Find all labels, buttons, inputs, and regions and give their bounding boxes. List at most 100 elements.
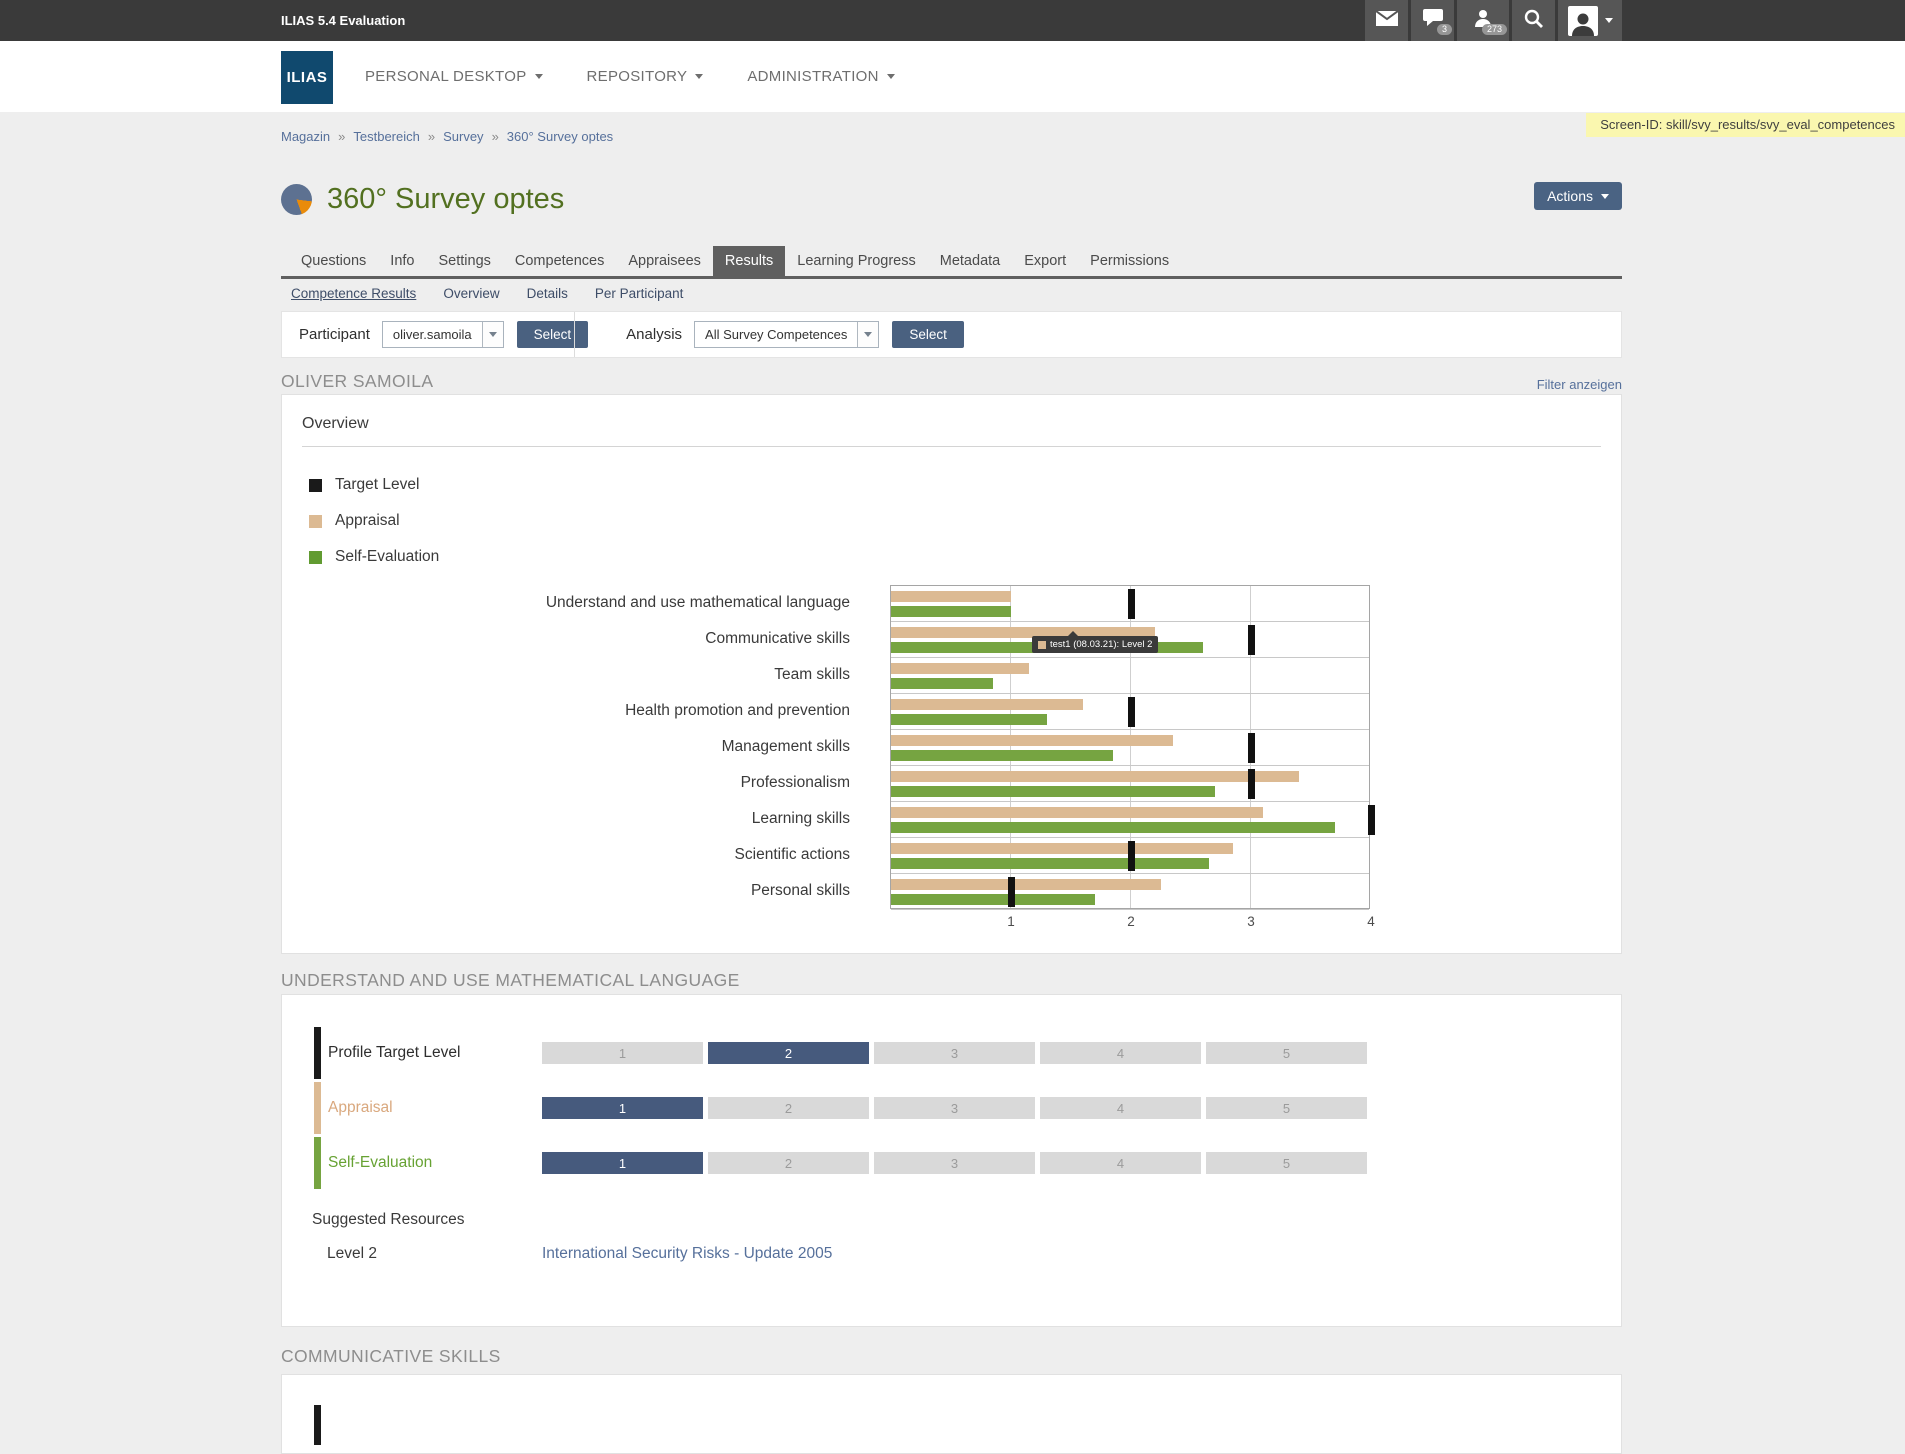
appraisal-bar [891,879,1161,890]
appraisal-bar [891,807,1263,818]
tab-questions[interactable]: Questions [301,253,367,269]
tab-results[interactable]: Results [712,246,786,276]
analysis-label: Analysis [626,326,683,343]
tab-bar: Questions Info Settings Competences Appraise… [281,246,1622,279]
chart-category-label: Understand and use mathematical language [545,594,850,611]
chat-icon [1422,9,1443,32]
level-cell-4: 4 [1040,1042,1201,1064]
tab-permissions[interactable]: Permissions [1090,253,1170,269]
search-button[interactable] [1512,0,1555,41]
mail-button[interactable] [1365,0,1408,41]
actions-button[interactable]: Actions [1534,182,1622,210]
next-section-panel [281,1374,1622,1454]
breadcrumb-link-survey[interactable]: Survey [443,129,484,144]
target-level-marker [1127,697,1135,727]
content: Magazin » Testbereich » Survey » 360° Survey o… [281,112,1622,1454]
toolbar-divider [574,312,575,357]
target-level-marker [1127,841,1135,871]
subtab-details[interactable]: Details [526,286,568,301]
tab-info[interactable]: Info [390,253,415,269]
subtab-per-participant[interactable]: Per Participant [594,286,684,301]
subtab-overview[interactable]: Overview [443,286,500,301]
top-bar: ILIAS 5.4 Evaluation 3 273 [0,0,1905,41]
tab-export[interactable]: Export [1024,253,1067,269]
nav-item-label: ADMINISTRATION [747,68,879,85]
chart-gridline [1010,586,1011,908]
level-cell-4: 4 [1040,1152,1201,1174]
user-section-head: OLIVER SAMOILA Filter anzeigen [281,371,1622,392]
nav-item-personal-desktop[interactable]: PERSONAL DESKTOP [365,68,543,85]
self-evaluation-bar [891,714,1047,725]
participant-select-value: oliver.samoila [392,327,472,342]
level-cell-5: 5 [1206,1097,1367,1119]
subtab-competence-results[interactable]: Competence Results [291,286,417,301]
nav-item-administration[interactable]: ADMINISTRATION [747,68,895,85]
participant-label: Participant [299,326,370,343]
chevron-down-icon [695,74,704,79]
chevron-down-icon [481,322,503,347]
self-evaluation-bar [891,858,1209,869]
profile-target-level-colorbar [314,1027,321,1079]
target-level-marker [1007,877,1015,907]
online-users-badge: 273 [1481,24,1507,35]
tab-appraisees[interactable]: Appraisees [628,253,701,269]
target-level-marker [1247,769,1255,799]
level-cell-1: 1 [542,1097,703,1119]
competence-detail-panel: Profile Target Level 1 2 3 4 5 Appraisal 1 2 3 4 5 S… [281,994,1622,1327]
nav-item-label: REPOSITORY [586,68,688,85]
self-evaluation-bar [891,606,1011,617]
analysis-select[interactable]: All Survey Competences [694,321,880,348]
profile-menu-button[interactable] [1558,0,1622,41]
level-cell-2: 2 [708,1042,869,1064]
scale-row-label: Profile Target Level [328,1044,461,1061]
analysis-select-value: All Survey Competences [705,327,848,342]
chart-category-label: Scientific actions [734,846,850,863]
appraisal-bar [891,663,1029,674]
breadcrumb-link-magazin[interactable]: Magazin [281,129,331,144]
filter-anzeigen-link[interactable]: Filter anzeigen [1536,377,1622,392]
analysis-select-button[interactable]: Select [892,321,964,348]
participant-select-button[interactable]: Select [516,321,589,348]
chart-category-label: Learning skills [751,810,850,827]
self-evaluation-bar [891,678,993,689]
chat-badge: 3 [1436,24,1452,35]
tab-settings[interactable]: Settings [438,253,491,269]
tooltip-text: test1 (08.03.21): Level 2 [1050,639,1153,650]
chart-category-label: Health promotion and prevention [625,702,850,719]
suggested-resource-link[interactable]: International Security Risks - Update 20… [542,1245,833,1262]
target-level-marker [1247,733,1255,763]
appraisal-colorbar [314,1082,321,1134]
suggested-resources-title: Suggested Resources [312,1211,465,1228]
level-cell-5: 5 [1206,1042,1367,1064]
title-row: 360° Survey optes Actions [281,180,1622,218]
participant-select[interactable]: oliver.samoila [381,321,504,348]
chart-row [891,874,1369,910]
tab-competences[interactable]: Competences [514,253,605,269]
filter-toolbar: Participant oliver.samoila Select Analys… [281,311,1622,358]
nav-item-repository[interactable]: REPOSITORY [587,68,704,85]
level-cell-5: 5 [1206,1152,1367,1174]
chat-button[interactable]: 3 [1411,0,1454,41]
mail-icon [1374,9,1399,31]
screen-id-badge: Screen-ID: skill/svy_results/svy_eval_co… [1586,113,1905,137]
avatar [1567,5,1598,36]
breadcrumb-link-360-survey-optes[interactable]: 360° Survey optes [506,129,614,144]
tab-metadata[interactable]: Metadata [939,253,1001,269]
breadcrumb-link-testbereich[interactable]: Testbereich [353,129,420,144]
profile-target-level-colorbar [314,1405,321,1445]
ilias-logo[interactable]: ILIAS [281,51,333,104]
chart-row [891,730,1369,766]
tab-learning-progress[interactable]: Learning Progress [797,253,916,269]
chart-category-label: Professionalism [740,774,850,791]
scale-rows: Profile Target Level 1 2 3 4 5 Appraisal 1 2 3 4 5 S… [282,1027,1621,1189]
chart-row [891,694,1369,730]
online-users-button[interactable]: 273 [1457,0,1509,41]
chart-gridline [1130,586,1131,908]
chevron-down-icon [1604,18,1613,23]
level-cell-3: 3 [874,1152,1035,1174]
level-cell-1: 1 [542,1042,703,1064]
self-evaluation-bar [891,786,1215,797]
appraisal-bar [891,627,1155,638]
